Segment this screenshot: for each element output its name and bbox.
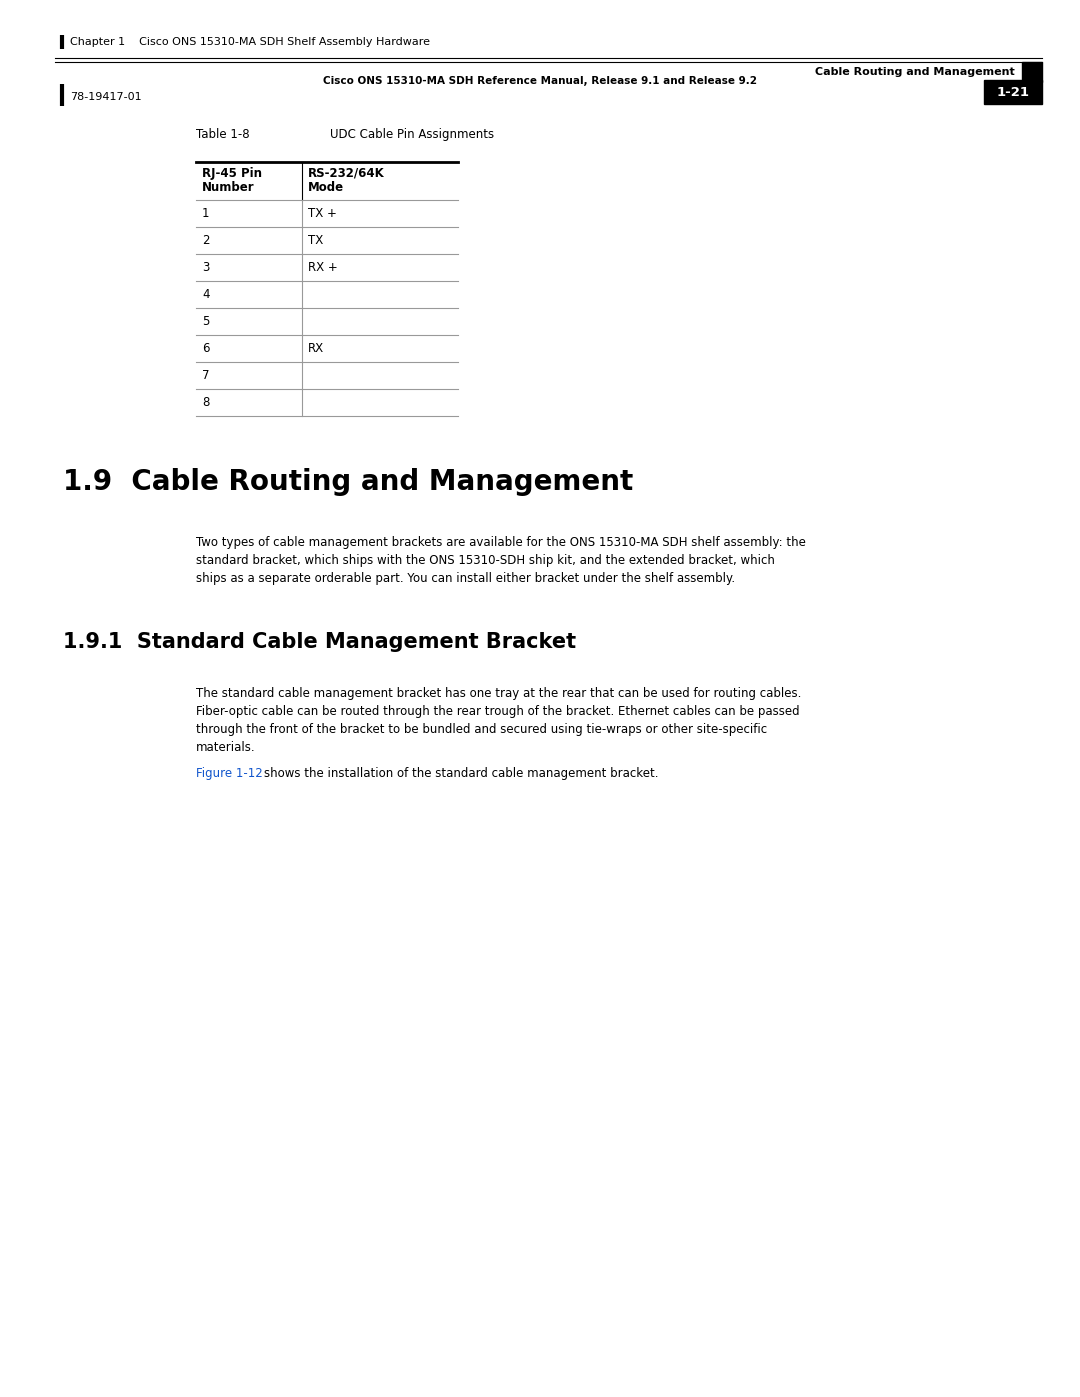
Text: Two types of cable management brackets are available for the ONS 15310-MA SDH sh: Two types of cable management brackets a… [195, 536, 806, 549]
Text: Mode: Mode [308, 182, 345, 194]
Text: 78-19417-01: 78-19417-01 [70, 92, 141, 102]
Text: Number: Number [202, 182, 255, 194]
Text: Chapter 1    Cisco ONS 15310-MA SDH Shelf Assembly Hardware: Chapter 1 Cisco ONS 15310-MA SDH Shelf A… [70, 36, 430, 47]
Bar [984, 80, 1042, 103]
Text: 8: 8 [202, 395, 210, 409]
Text: Cable Routing and Management: Cable Routing and Management [815, 67, 1015, 77]
Text: standard bracket, which ships with the ONS 15310-SDH ship kit, and the extended : standard bracket, which ships with the O… [195, 555, 774, 567]
Text: Figure 1-12: Figure 1-12 [195, 767, 262, 780]
Text: 1.9  Cable Routing and Management: 1.9 Cable Routing and Management [63, 468, 633, 496]
Text: 6: 6 [202, 342, 210, 355]
Text: Cisco ONS 15310-MA SDH Reference Manual, Release 9.1 and Release 9.2: Cisco ONS 15310-MA SDH Reference Manual,… [323, 75, 757, 87]
Text: 2: 2 [202, 235, 210, 247]
Text: Fiber-optic cable can be routed through the rear trough of the bracket. Ethernet: Fiber-optic cable can be routed through … [195, 705, 799, 718]
Text: through the front of the bracket to be bundled and secured using tie-wraps or ot: through the front of the bracket to be b… [195, 724, 767, 736]
Text: 5: 5 [202, 314, 210, 328]
Text: 3: 3 [202, 261, 210, 274]
Text: 1.9.1  Standard Cable Management Bracket: 1.9.1 Standard Cable Management Bracket [63, 631, 576, 652]
Text: The standard cable management bracket has one tray at the rear that can be used : The standard cable management bracket ha… [195, 687, 801, 700]
Text: TX: TX [308, 235, 323, 247]
Text: RX: RX [308, 342, 324, 355]
Text: UDC Cable Pin Assignments: UDC Cable Pin Assignments [330, 129, 495, 141]
Text: 1-21: 1-21 [997, 85, 1029, 99]
Text: ships as a separate orderable part. You can install either bracket under the she: ships as a separate orderable part. You … [195, 571, 735, 585]
Text: materials.: materials. [195, 740, 256, 754]
Text: TX +: TX + [308, 207, 337, 219]
Text: RJ-45 Pin: RJ-45 Pin [202, 168, 262, 180]
Text: 1: 1 [202, 207, 210, 219]
Text: 4: 4 [202, 288, 210, 300]
Text: 7: 7 [202, 369, 210, 381]
Text: RX +: RX + [308, 261, 338, 274]
Text: RS-232/64K: RS-232/64K [308, 168, 384, 180]
Bar [1022, 61, 1042, 82]
Text: Table 1-8: Table 1-8 [195, 129, 249, 141]
Text: shows the installation of the standard cable management bracket.: shows the installation of the standard c… [264, 767, 659, 780]
